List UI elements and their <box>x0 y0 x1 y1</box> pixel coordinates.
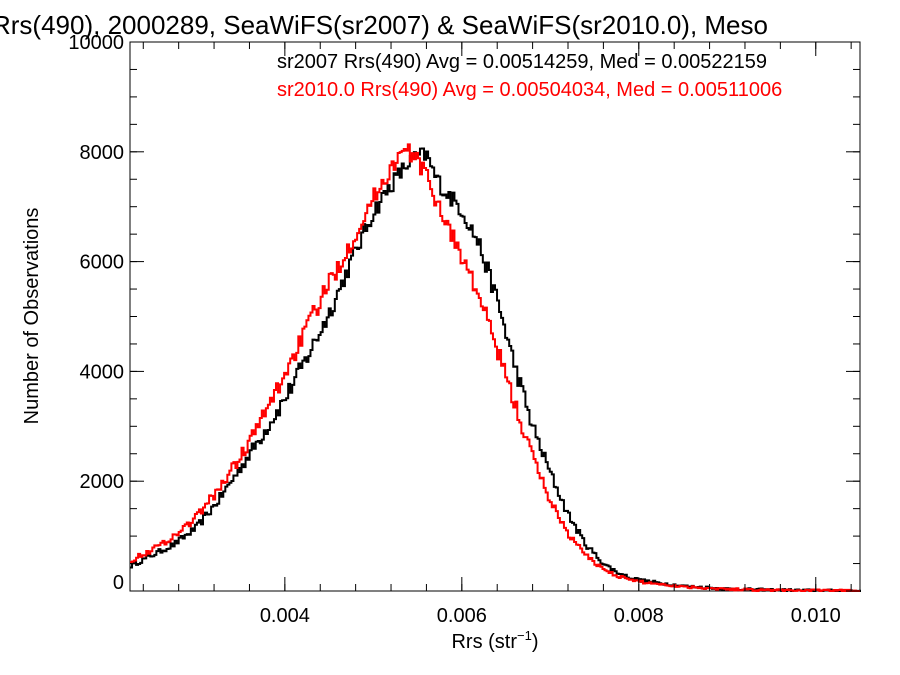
annotation-sr2010: sr2010.0 Rrs(490) Avg = 0.00504034, Med … <box>277 79 782 101</box>
y-tick-label: 10000 <box>68 32 124 54</box>
x-axis-label-close: ) <box>532 631 539 653</box>
x-axis-label-sup: −1 <box>517 628 532 643</box>
x-tick-label: 0.006 <box>437 605 487 627</box>
y-tick-label: 0 <box>113 572 124 594</box>
series-line-0 <box>130 147 861 592</box>
x-tick-label: 0.004 <box>260 605 310 627</box>
y-tick-label: 2000 <box>80 471 125 493</box>
y-tick-label: 6000 <box>80 252 125 274</box>
chart-title: Rrs(490), 2000289, SeaWiFS(sr2007) & Sea… <box>0 10 768 40</box>
y-axis-label: Number of Observations <box>21 208 43 425</box>
series-layer <box>130 143 861 592</box>
x-tick-label: 0.010 <box>791 605 841 627</box>
annotation-sr2007: sr2007 Rrs(490) Avg = 0.00514259, Med = … <box>277 51 767 73</box>
y-tick-label: 8000 <box>80 142 125 164</box>
series-line-1 <box>130 143 860 592</box>
x-axis-label: Rrs (str−1) <box>451 628 538 653</box>
x-axis-label-main: Rrs (str <box>451 631 517 653</box>
y-tick-label: 4000 <box>80 361 125 383</box>
ticks-layer: 0.004 0.006 0.008 0.010 0 2000 4000 6000 8000 100… <box>68 32 860 627</box>
x-tick-label: 0.008 <box>614 605 664 627</box>
plot-frame <box>129 41 861 592</box>
